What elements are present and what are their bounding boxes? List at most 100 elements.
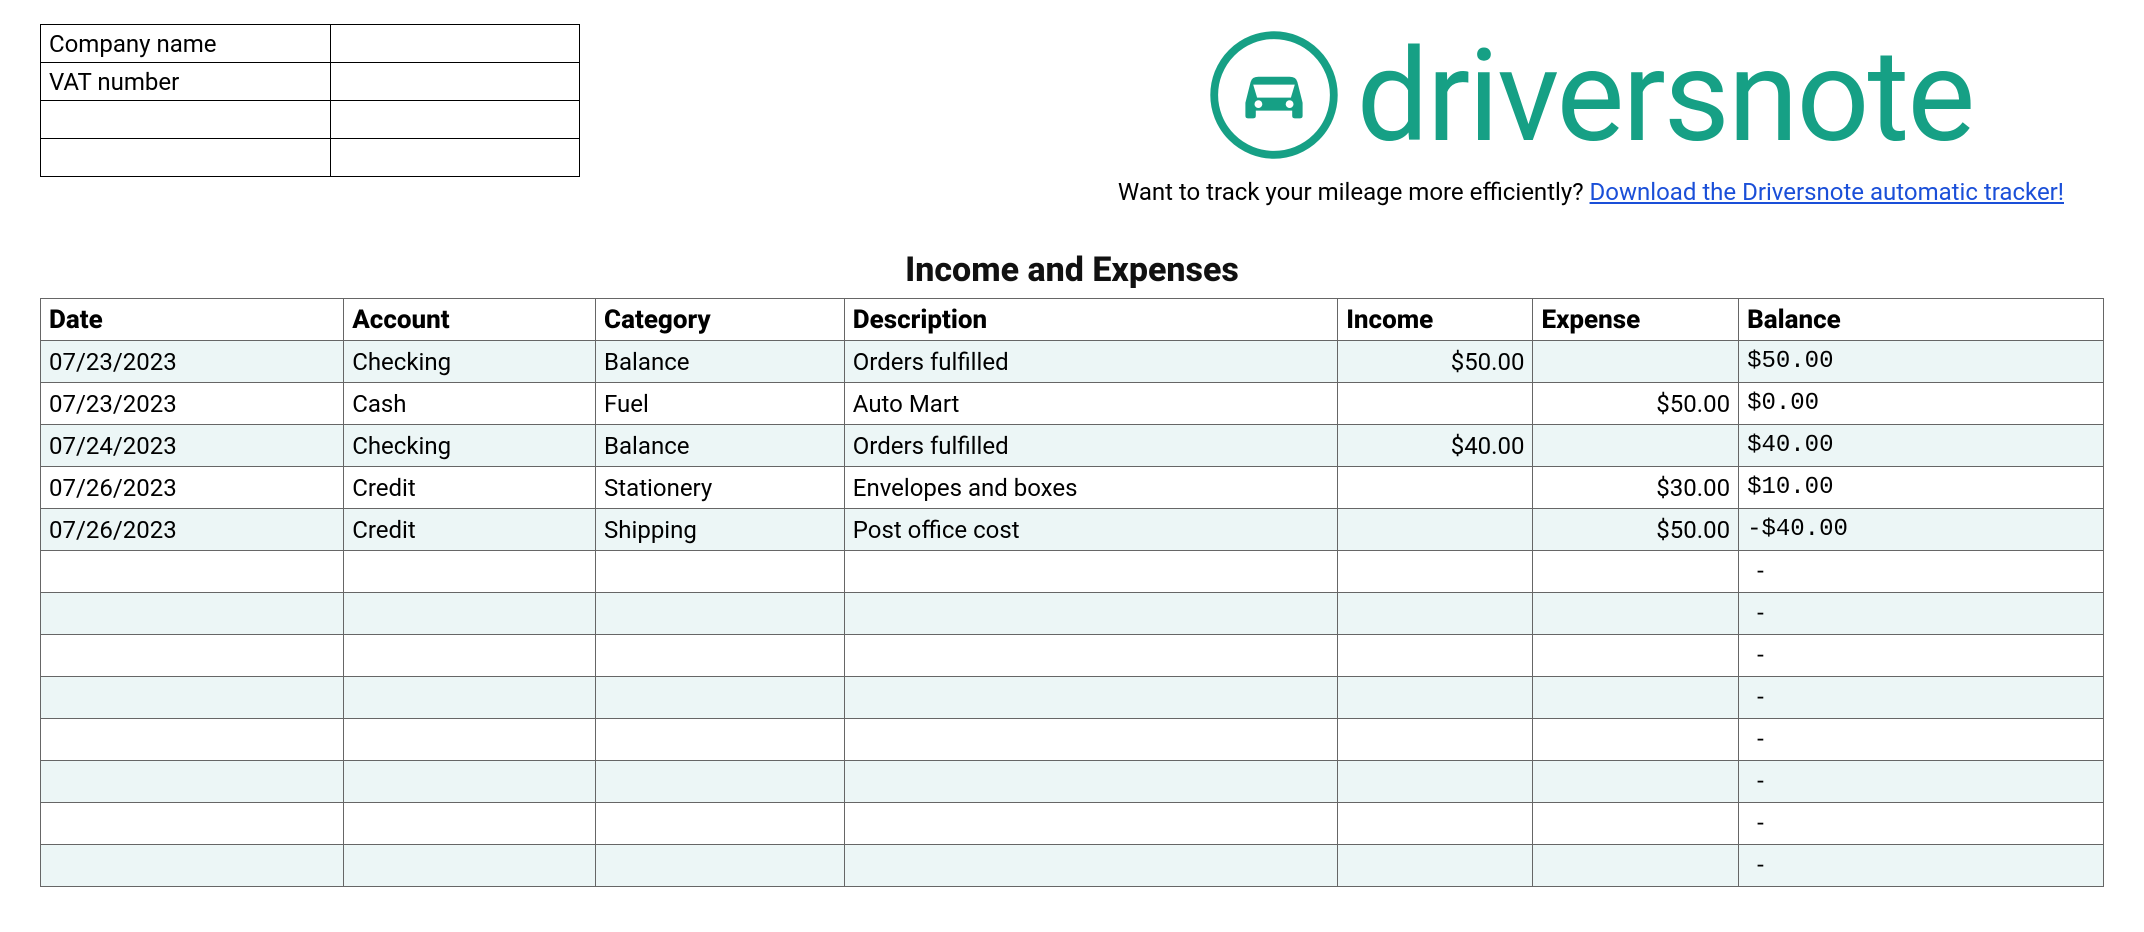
cell-date[interactable] <box>41 761 344 803</box>
cell-date[interactable] <box>41 551 344 593</box>
cell-date[interactable]: 07/26/2023 <box>41 467 344 509</box>
cell-account[interactable] <box>344 551 596 593</box>
cell-date[interactable] <box>41 593 344 635</box>
cell-balance[interactable]: $10.00 <box>1739 467 2104 509</box>
cell-income[interactable]: $40.00 <box>1338 425 1533 467</box>
cell-expense[interactable] <box>1533 593 1739 635</box>
cell-category[interactable]: Fuel <box>596 383 845 425</box>
cell-account[interactable] <box>344 845 596 887</box>
cell-date[interactable] <box>41 845 344 887</box>
cell-date[interactable]: 07/26/2023 <box>41 509 344 551</box>
cell-balance[interactable]: - <box>1739 677 2104 719</box>
cell-account[interactable]: Credit <box>344 509 596 551</box>
cell-expense[interactable] <box>1533 803 1739 845</box>
cell-category[interactable] <box>596 635 845 677</box>
cell-income[interactable] <box>1338 719 1533 761</box>
cell-account[interactable]: Checking <box>344 341 596 383</box>
cell-description[interactable]: Auto Mart <box>844 383 1337 425</box>
cell-balance[interactable]: $50.00 <box>1739 341 2104 383</box>
cell-balance[interactable]: - <box>1739 845 2104 887</box>
cell-description[interactable] <box>844 761 1337 803</box>
cell-expense[interactable] <box>1533 635 1739 677</box>
company-info-value[interactable] <box>330 25 579 63</box>
cell-date[interactable] <box>41 635 344 677</box>
cell-balance[interactable]: - <box>1739 593 2104 635</box>
cell-income[interactable] <box>1338 467 1533 509</box>
cell-account[interactable]: Cash <box>344 383 596 425</box>
cell-description[interactable] <box>844 845 1337 887</box>
cell-account[interactable] <box>344 677 596 719</box>
cell-expense[interactable] <box>1533 719 1739 761</box>
cell-category[interactable] <box>596 845 845 887</box>
cell-expense[interactable] <box>1533 425 1739 467</box>
cell-balance[interactable]: $40.00 <box>1739 425 2104 467</box>
cell-balance[interactable]: $0.00 <box>1739 383 2104 425</box>
cell-income[interactable] <box>1338 551 1533 593</box>
cell-date[interactable]: 07/24/2023 <box>41 425 344 467</box>
cell-description[interactable] <box>844 719 1337 761</box>
cell-category[interactable] <box>596 593 845 635</box>
cell-balance[interactable]: - <box>1739 719 2104 761</box>
section-title: Income and Expenses <box>40 250 2104 290</box>
cell-income[interactable] <box>1338 509 1533 551</box>
cell-expense[interactable]: $50.00 <box>1533 383 1739 425</box>
cell-balance[interactable]: - <box>1739 761 2104 803</box>
cell-description[interactable]: Envelopes and boxes <box>844 467 1337 509</box>
table-row: - <box>41 635 2104 677</box>
cell-balance[interactable]: - <box>1739 551 2104 593</box>
cell-category[interactable] <box>596 551 845 593</box>
cell-description[interactable] <box>844 593 1337 635</box>
cell-category[interactable]: Stationery <box>596 467 845 509</box>
cell-account[interactable] <box>344 761 596 803</box>
cell-account[interactable] <box>344 803 596 845</box>
cell-description[interactable] <box>844 551 1337 593</box>
cell-income[interactable] <box>1338 677 1533 719</box>
cell-expense[interactable] <box>1533 761 1739 803</box>
cell-balance[interactable]: - <box>1739 635 2104 677</box>
cell-expense[interactable] <box>1533 845 1739 887</box>
download-tracker-link[interactable]: Download the Driversnote automatic track… <box>1590 178 2064 206</box>
cell-category[interactable]: Balance <box>596 425 845 467</box>
cell-date[interactable] <box>41 677 344 719</box>
cell-category[interactable]: Shipping <box>596 509 845 551</box>
company-info-label <box>41 101 331 139</box>
cell-account[interactable] <box>344 593 596 635</box>
cell-income[interactable]: $50.00 <box>1338 341 1533 383</box>
cell-description[interactable]: Orders fulfilled <box>844 341 1337 383</box>
cell-category[interactable] <box>596 803 845 845</box>
cell-income[interactable] <box>1338 635 1533 677</box>
cell-expense[interactable] <box>1533 341 1739 383</box>
cell-date[interactable] <box>41 803 344 845</box>
cell-category[interactable] <box>596 719 845 761</box>
cell-account[interactable] <box>344 635 596 677</box>
cell-category[interactable]: Balance <box>596 341 845 383</box>
cell-description[interactable] <box>844 803 1337 845</box>
cell-account[interactable]: Credit <box>344 467 596 509</box>
cell-expense[interactable]: $50.00 <box>1533 509 1739 551</box>
cell-description[interactable]: Post office cost <box>844 509 1337 551</box>
cell-income[interactable] <box>1338 761 1533 803</box>
cell-balance[interactable]: -$40.00 <box>1739 509 2104 551</box>
company-info-value[interactable] <box>330 139 579 177</box>
cell-balance[interactable]: - <box>1739 803 2104 845</box>
cell-income[interactable] <box>1338 803 1533 845</box>
company-info-value[interactable] <box>330 101 579 139</box>
cell-expense[interactable] <box>1533 677 1739 719</box>
cell-account[interactable]: Checking <box>344 425 596 467</box>
cell-description[interactable]: Orders fulfilled <box>844 425 1337 467</box>
cell-category[interactable] <box>596 761 845 803</box>
cell-description[interactable] <box>844 635 1337 677</box>
company-info-value[interactable] <box>330 63 579 101</box>
cell-income[interactable] <box>1338 593 1533 635</box>
cell-account[interactable] <box>344 719 596 761</box>
cell-income[interactable] <box>1338 383 1533 425</box>
cell-date[interactable] <box>41 719 344 761</box>
cell-expense[interactable]: $30.00 <box>1533 467 1739 509</box>
cell-income[interactable] <box>1338 845 1533 887</box>
cell-expense[interactable] <box>1533 551 1739 593</box>
ledger-header-date: Date <box>41 299 344 341</box>
cell-date[interactable]: 07/23/2023 <box>41 341 344 383</box>
cell-category[interactable] <box>596 677 845 719</box>
cell-date[interactable]: 07/23/2023 <box>41 383 344 425</box>
cell-description[interactable] <box>844 677 1337 719</box>
